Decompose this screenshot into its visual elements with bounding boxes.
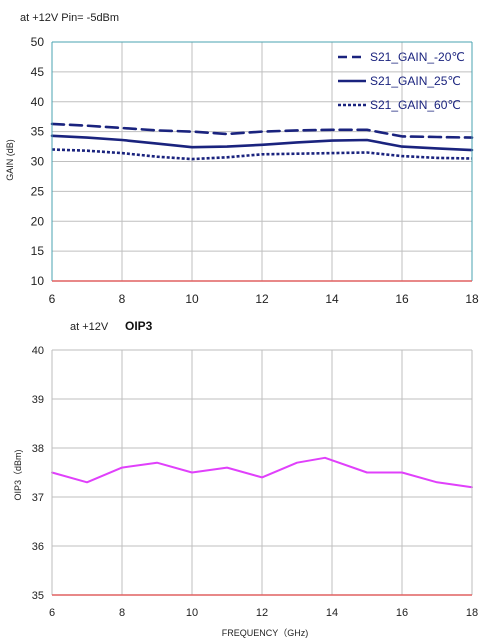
oip3-x-ticks: 6 8 10 12 14 16 18 <box>49 607 478 619</box>
oip3-x-tick-5: 16 <box>396 607 408 619</box>
gain-series-line-2 <box>51 148 473 161</box>
oip3-y-tick-1: 36 <box>32 541 44 553</box>
oip3-x-axis-label: FREQUENCY（GHz) <box>222 628 309 638</box>
gain-series-line-0 <box>50 122 474 139</box>
oip3-chart-annotation: at +12V <box>70 321 109 333</box>
gain-x-tick-5: 16 <box>395 292 409 306</box>
gain-y-tick-1: 15 <box>31 244 45 258</box>
oip3-frame <box>51 349 473 596</box>
oip3-series-line-0 <box>51 456 473 489</box>
oip3-y-tick-5: 40 <box>32 345 44 357</box>
gain-chart-annotation: at +12V Pin= -5dBm <box>20 12 119 24</box>
gain-y-tick-2: 20 <box>31 214 45 228</box>
gain-y-tick-7: 45 <box>31 65 45 79</box>
oip3-y-tick-4: 39 <box>32 394 44 406</box>
gain-x-tick-6: 18 <box>465 292 479 306</box>
oip3-y-tick-2: 37 <box>32 492 44 504</box>
oip3-y-tick-0: 35 <box>32 590 44 602</box>
oip3-series-group <box>51 456 473 489</box>
oip3-y-ticks: 35 36 37 38 39 40 <box>32 345 44 602</box>
gain-x-ticks: 6 8 10 12 14 16 18 <box>49 292 479 306</box>
gain-y-tick-6: 40 <box>31 95 45 109</box>
gain-x-tick-2: 10 <box>185 292 199 306</box>
oip3-chart-title: OIP3 <box>125 319 153 333</box>
gain-legend: S21_GAIN_-20℃ S21_GAIN_25℃ S21_GAIN_60℃ <box>338 50 465 112</box>
gain-y-tick-5: 35 <box>31 125 45 139</box>
gain-y-axis-label: GAIN (dB) <box>5 139 15 181</box>
oip3-x-tick-0: 6 <box>49 607 55 619</box>
oip3-x-tick-1: 8 <box>119 607 125 619</box>
gain-y-tick-4: 30 <box>31 155 45 169</box>
gain-grid <box>52 42 472 281</box>
gain-frame <box>51 41 473 282</box>
gain-series-line-1 <box>50 134 474 152</box>
gain-x-tick-0: 6 <box>49 292 56 306</box>
oip3-x-tick-3: 12 <box>256 607 268 619</box>
gain-x-tick-3: 12 <box>255 292 269 306</box>
gain-y-ticks: 10 15 20 25 30 35 40 45 50 <box>31 35 45 288</box>
gain-chart: at +12V Pin= -5dBm GAIN (dB) 6 8 10 12 14 16 1… <box>5 12 479 306</box>
gain-y-tick-8: 50 <box>31 35 45 49</box>
gain-x-tick-1: 8 <box>119 292 126 306</box>
oip3-x-tick-2: 10 <box>186 607 198 619</box>
gain-legend-label-0: S21_GAIN_-20℃ <box>370 50 465 64</box>
gain-legend-label-1: S21_GAIN_25℃ <box>370 74 461 88</box>
oip3-y-axis-label: OIP3（dBm) <box>13 449 23 500</box>
oip3-grid <box>52 350 472 595</box>
oip3-chart: at +12V OIP3 OIP3（dBm) FREQUENCY（GHz) 6 8… <box>13 319 478 638</box>
oip3-x-tick-6: 18 <box>466 607 478 619</box>
oip3-x-tick-4: 14 <box>326 607 338 619</box>
gain-legend-label-2: S21_GAIN_60℃ <box>370 98 461 112</box>
oip3-y-tick-3: 38 <box>32 443 44 455</box>
gain-y-tick-0: 10 <box>31 274 45 288</box>
gain-y-tick-3: 25 <box>31 184 45 198</box>
gain-x-tick-4: 14 <box>325 292 339 306</box>
gain-series-group <box>50 122 474 161</box>
